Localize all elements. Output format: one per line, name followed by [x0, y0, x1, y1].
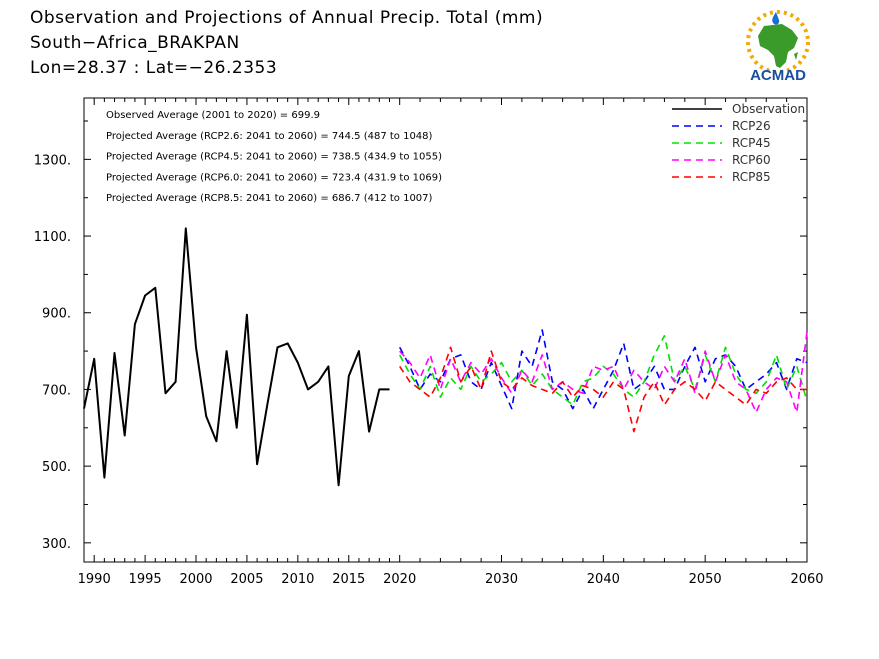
legend-label: RCP45 [732, 136, 771, 150]
annotation-line: Projected Average (RCP6.0: 2041 to 2060)… [106, 172, 442, 183]
y-tick-label: 1100. [34, 230, 71, 245]
series-lines [83, 227, 808, 487]
y-tick-label: 300. [42, 537, 71, 552]
legend-label: RCP85 [732, 170, 771, 184]
legend: Observation RCP26 RCP45 RCP60 RCP85 [672, 102, 805, 184]
x-tick-label: 2020 [383, 572, 416, 587]
y-tick-label: 500. [42, 460, 71, 475]
acmad-logo: ACMAD [736, 8, 820, 84]
series-line-rcp45 [398, 334, 808, 406]
legend-label: RCP26 [732, 119, 771, 133]
x-axis-labels: 1990 1995 2000 2005 2010 2015 2020 2030 2040 2050… [78, 572, 824, 587]
logo-text: ACMAD [750, 67, 806, 84]
chart-title: Observation and Projections of Annual Pr… [30, 8, 544, 28]
axis-ticks [84, 98, 808, 562]
x-tick-label: 1990 [78, 572, 111, 587]
africa-map-icon: ACMAD [746, 10, 810, 84]
sun-rays [746, 10, 810, 74]
x-tick-label: 2000 [179, 572, 212, 587]
x-tick-label: 2005 [230, 572, 263, 587]
x-tick-label: 2015 [332, 572, 365, 587]
y-tick-label: 1300. [34, 153, 71, 168]
coordinates-label: Lon=28.37 : Lat=−26.2353 [30, 58, 278, 78]
plot-frame [83, 97, 808, 563]
location-name: South−Africa_BRAKPAN [30, 33, 240, 53]
y-tick-label: 700. [42, 383, 71, 398]
series-line-rcp60 [399, 331, 808, 414]
africa-shape [758, 24, 798, 68]
x-tick-label: 2010 [281, 572, 314, 587]
annotation-line: Projected Average (RCP2.6: 2041 to 2060)… [106, 131, 433, 142]
raindrop [772, 12, 780, 25]
annotation-line: Projected Average (RCP4.5: 2041 to 2060)… [106, 152, 442, 163]
x-tick-label: 2030 [485, 572, 518, 587]
annotations: Observed Average (2001 to 2020) = 699.9 P… [106, 110, 442, 204]
x-tick-label: 2050 [689, 572, 722, 587]
y-tick-label: 900. [42, 307, 71, 322]
x-tick-label: 2040 [587, 572, 620, 587]
legend-label: Observation [732, 102, 805, 116]
annotation-line: Projected Average (RCP8.5: 2041 to 2060)… [106, 193, 433, 204]
annotation-line: Observed Average (2001 to 2020) = 699.9 [106, 110, 320, 121]
x-tick-label: 2060 [790, 572, 823, 587]
y-axis-labels: 300. 500. 700. 900. 1100. 1300. [34, 153, 71, 551]
series-line-rcp85 [399, 346, 807, 433]
x-tick-label: 1995 [129, 572, 162, 587]
series-line-observation [83, 227, 390, 487]
legend-label: RCP60 [732, 153, 771, 167]
